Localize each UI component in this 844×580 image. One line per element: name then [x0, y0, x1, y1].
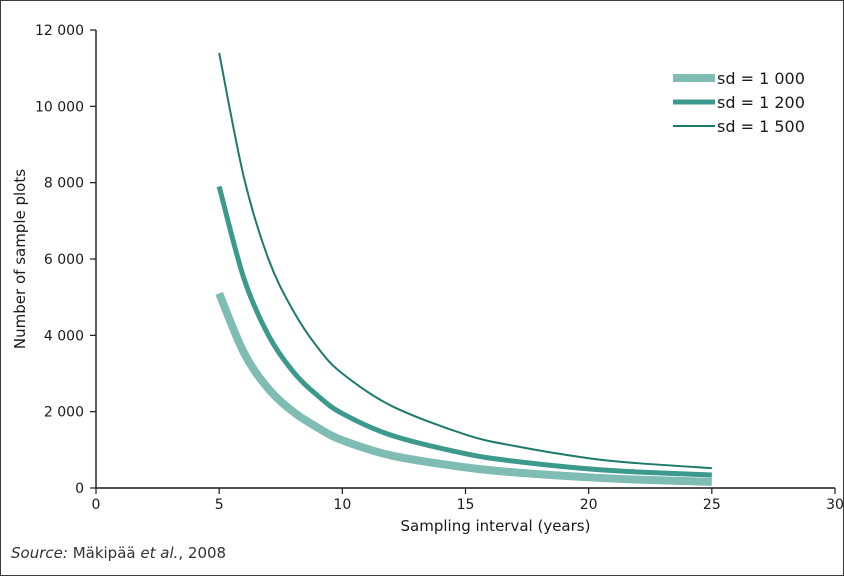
x-tick-label: 10	[333, 497, 351, 513]
source-note: Source: Mäkipää et al., 2008	[11, 544, 226, 562]
y-tick-label: 2 000	[44, 405, 84, 421]
x-tick-label: 5	[215, 497, 224, 513]
series-line-2	[216, 185, 712, 478]
x-tick-label: 0	[92, 497, 101, 513]
y-tick-label: 8 000	[44, 176, 84, 192]
legend-label-2: sd = 1 200	[717, 93, 805, 112]
y-tick-label: 12 000	[35, 23, 84, 39]
series-layer	[215, 52, 712, 486]
series-line-1	[215, 291, 712, 486]
y-tick-label: 6 000	[44, 252, 84, 268]
source-suffix: , 2008	[178, 544, 227, 562]
y-axis-title: Number of sample plots	[11, 169, 29, 349]
y-tick-label: 10 000	[35, 99, 84, 115]
x-axis-title: Sampling interval (years)	[401, 517, 591, 535]
y-tick-label: 4 000	[44, 328, 84, 344]
y-tick-label: 0	[75, 481, 84, 497]
x-tick-label: 30	[826, 497, 843, 513]
axes: 0 2 000 4 000 6 000 8 000 10 000 12 000 0 5 10 15 2…	[35, 23, 844, 513]
legend-label-1: sd = 1 000	[717, 69, 805, 88]
x-tick-label: 25	[703, 497, 721, 513]
legend: sd = 1 000 sd = 1 200 sd = 1 500	[673, 69, 805, 136]
source-etal: et al.	[140, 544, 179, 562]
series-line-3	[218, 52, 712, 470]
legend-label-3: sd = 1 500	[717, 117, 805, 136]
x-tick-label: 15	[457, 497, 475, 513]
source-prefix: Source:	[11, 544, 68, 562]
x-tick-label: 20	[580, 497, 598, 513]
source-author: Mäkipää	[72, 544, 136, 562]
